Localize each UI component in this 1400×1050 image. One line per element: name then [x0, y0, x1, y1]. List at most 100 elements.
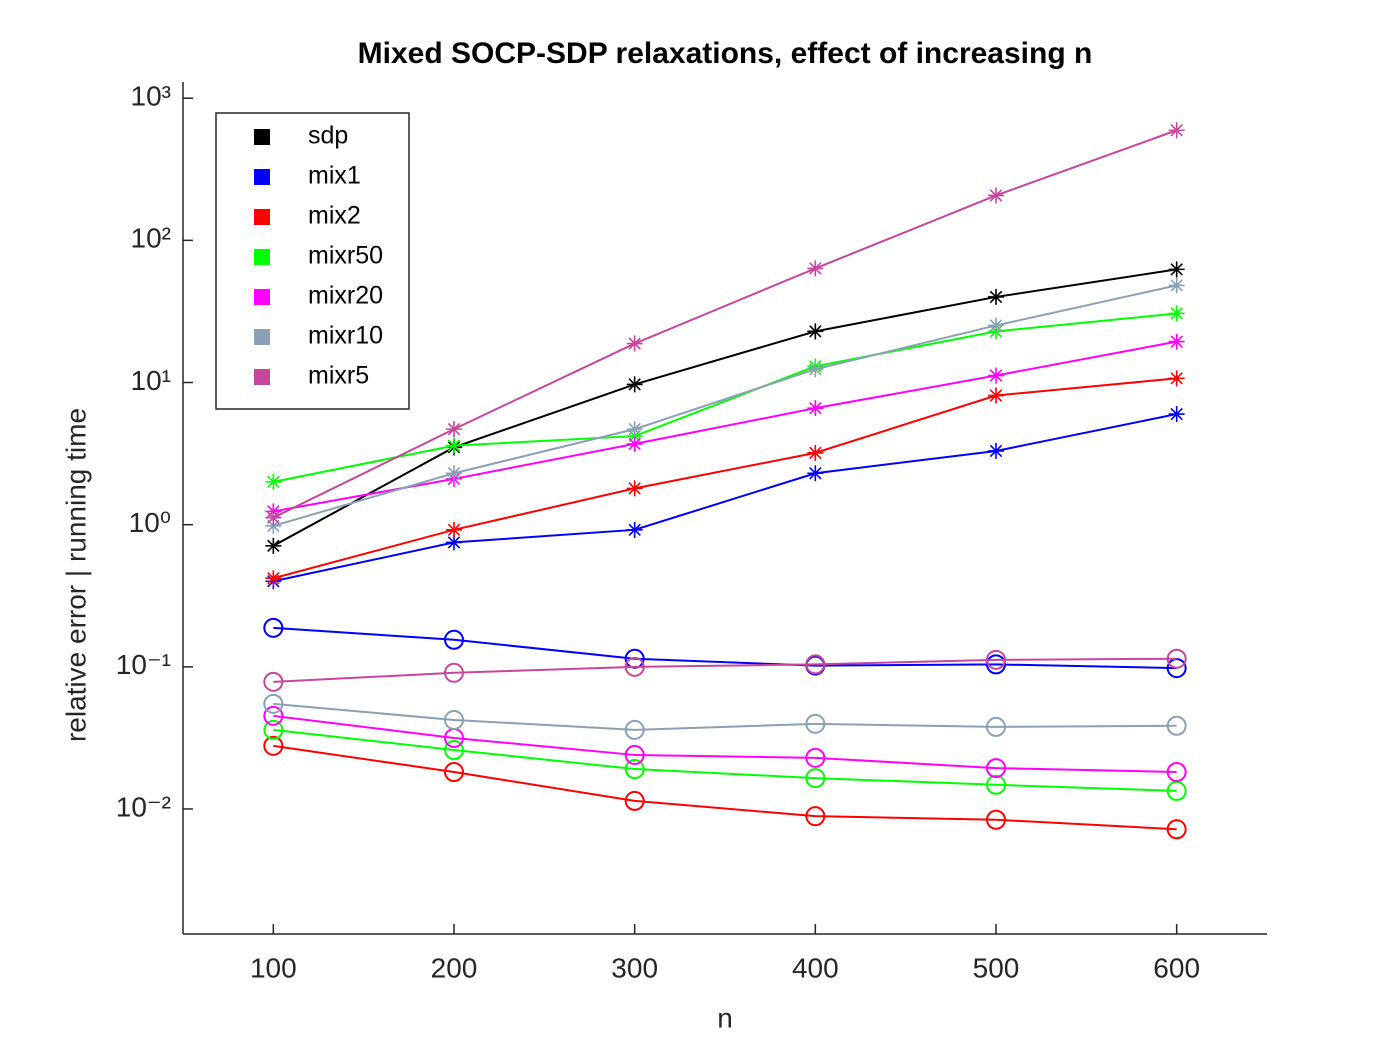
y-tick-label: 10³ — [131, 81, 171, 112]
circle-marker — [263, 693, 284, 714]
series-line — [272, 268, 1177, 547]
y-tick-label: 10⁰ — [129, 507, 171, 538]
circle-marker — [444, 662, 464, 683]
series-line — [273, 413, 1177, 583]
series-line — [273, 377, 1177, 580]
legend-swatch — [254, 209, 270, 225]
circle-marker — [805, 768, 826, 789]
series-line — [273, 657, 1177, 683]
x-tick-label: 600 — [1153, 952, 1200, 983]
circle-marker — [263, 617, 284, 638]
asterisk-marker — [1168, 122, 1185, 139]
circle-marker — [624, 719, 645, 740]
asterisk-marker — [807, 444, 824, 461]
series-line — [273, 728, 1177, 792]
circle-marker — [986, 654, 1006, 675]
circle-marker — [263, 671, 284, 692]
asterisk-marker — [265, 509, 282, 526]
asterisk-marker — [807, 361, 824, 378]
asterisk-marker — [626, 435, 643, 452]
legend-swatch — [254, 129, 270, 145]
legend-box — [215, 112, 410, 410]
asterisk-marker — [988, 442, 1004, 459]
circle-marker — [1166, 762, 1187, 783]
asterisk-marker — [988, 387, 1004, 404]
circle-marker — [444, 762, 464, 783]
circle-marker — [624, 790, 645, 811]
asterisk-marker — [807, 465, 824, 482]
x-tick-label: 300 — [611, 952, 658, 983]
circle-marker — [805, 713, 826, 734]
circle-marker — [624, 656, 645, 677]
legend-label: mix2 — [308, 202, 361, 230]
circle-marker — [986, 758, 1006, 779]
y-tick-label: 10⁻¹ — [116, 649, 171, 680]
series-line — [273, 312, 1177, 483]
asterisk-marker — [1168, 261, 1185, 278]
asterisk-marker — [446, 534, 462, 551]
series-line — [273, 744, 1177, 831]
series-line — [273, 702, 1177, 731]
circle-marker — [263, 719, 284, 740]
legend-label: mix1 — [308, 162, 361, 190]
x-tick-label: 100 — [250, 952, 297, 983]
series-line — [273, 284, 1177, 527]
circle-marker — [986, 649, 1006, 670]
circle-marker — [263, 735, 284, 756]
asterisk-marker — [988, 187, 1004, 204]
x-axis-label: n — [717, 1002, 733, 1033]
asterisk-marker — [626, 521, 643, 538]
asterisk-marker — [1168, 333, 1185, 350]
legend-swatch — [254, 249, 270, 265]
asterisk-marker — [807, 323, 824, 340]
asterisk-marker — [265, 537, 282, 554]
asterisk-marker — [807, 400, 824, 417]
legend-swatch — [254, 289, 270, 305]
asterisk-marker — [265, 473, 282, 490]
legend-label: mixr20 — [308, 282, 383, 310]
series-line — [273, 714, 1177, 774]
asterisk-marker — [626, 421, 643, 438]
asterisk-marker — [446, 437, 462, 454]
series-line — [272, 129, 1178, 519]
circle-marker — [1166, 715, 1187, 736]
series-line — [273, 340, 1177, 513]
circle-marker — [986, 809, 1006, 830]
asterisk-marker — [626, 376, 643, 393]
asterisk-marker — [446, 465, 462, 482]
asterisk-marker — [626, 335, 643, 352]
legend-label: mixr50 — [308, 242, 383, 270]
circle-marker — [805, 747, 826, 768]
asterisk-marker — [1168, 305, 1185, 322]
asterisk-marker — [265, 517, 282, 534]
asterisk-marker — [988, 317, 1004, 334]
asterisk-marker — [446, 421, 462, 438]
circle-marker — [624, 744, 645, 765]
circle-marker — [1166, 819, 1187, 840]
circle-marker — [805, 806, 826, 827]
asterisk-marker — [807, 260, 824, 277]
asterisk-marker — [1168, 370, 1185, 387]
asterisk-marker — [988, 367, 1004, 384]
chart-title: Mixed SOCP-SDP relaxations, effect of in… — [358, 37, 1093, 70]
x-tick-label: 500 — [973, 952, 1020, 983]
circle-marker — [444, 739, 464, 760]
asterisk-marker — [1168, 277, 1185, 294]
asterisk-marker — [265, 570, 282, 587]
circle-marker — [263, 705, 284, 726]
circle-marker — [444, 629, 464, 650]
x-tick-label: 400 — [792, 952, 839, 983]
asterisk-marker — [626, 480, 643, 497]
asterisk-marker — [988, 288, 1004, 305]
legend-swatch — [254, 169, 270, 185]
y-tick-label: 10² — [131, 223, 171, 254]
y-tick-label: 10⁻² — [116, 791, 171, 822]
legend-swatch — [254, 369, 270, 385]
legend-label: mixr10 — [308, 322, 383, 350]
legend-label: sdp — [308, 122, 348, 150]
circle-marker — [444, 709, 464, 730]
circle-marker — [624, 759, 645, 780]
x-tick-label: 200 — [431, 952, 478, 983]
circle-marker — [1166, 648, 1187, 669]
